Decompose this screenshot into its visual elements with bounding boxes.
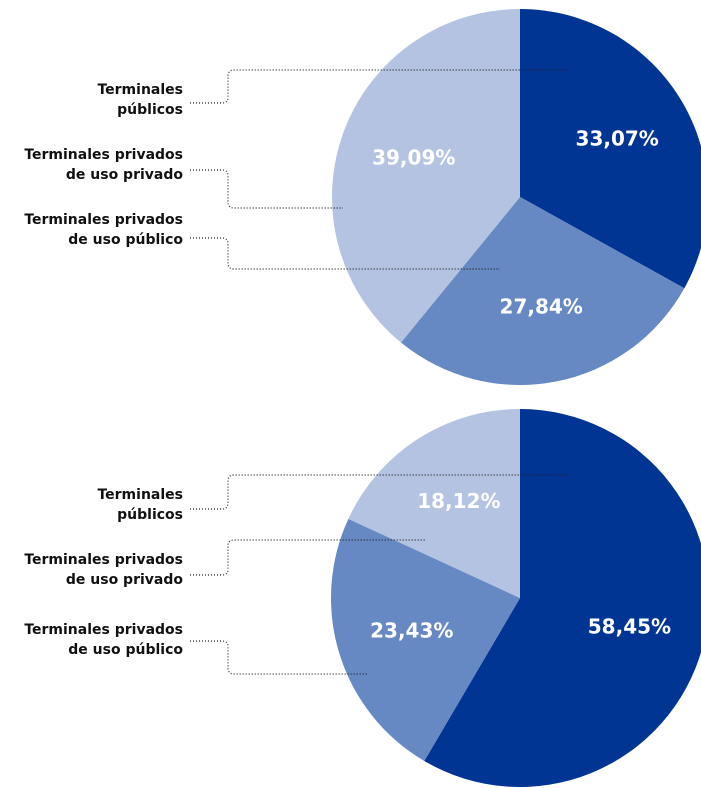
value-label: 58,45%: [588, 614, 671, 638]
legend-label: Terminales privados de uso público: [24, 622, 183, 658]
legend-label: Terminales privados de uso privado: [24, 552, 183, 588]
legend-label: Terminales privados de uso privado: [24, 147, 183, 183]
legend-label: Terminales públicos: [97, 82, 183, 118]
pie-slice: [520, 9, 701, 289]
legend-label: Terminales públicos: [97, 487, 183, 523]
pie-slice: [332, 8, 520, 343]
value-label: 27,84%: [500, 294, 583, 318]
pie-slice: [424, 409, 701, 787]
value-label: 23,43%: [370, 618, 453, 642]
connector: [190, 640, 368, 675]
value-label: 39,09%: [372, 146, 455, 170]
value-label: 18,12%: [417, 489, 500, 513]
pie-slice: [400, 197, 685, 385]
connector: [190, 69, 567, 104]
legend-label: Terminales privados de uso público: [24, 212, 183, 248]
pie-slice: [348, 409, 520, 598]
connector: [190, 169, 343, 209]
value-label: 33,07%: [576, 126, 659, 150]
pie-slice: [330, 518, 520, 761]
